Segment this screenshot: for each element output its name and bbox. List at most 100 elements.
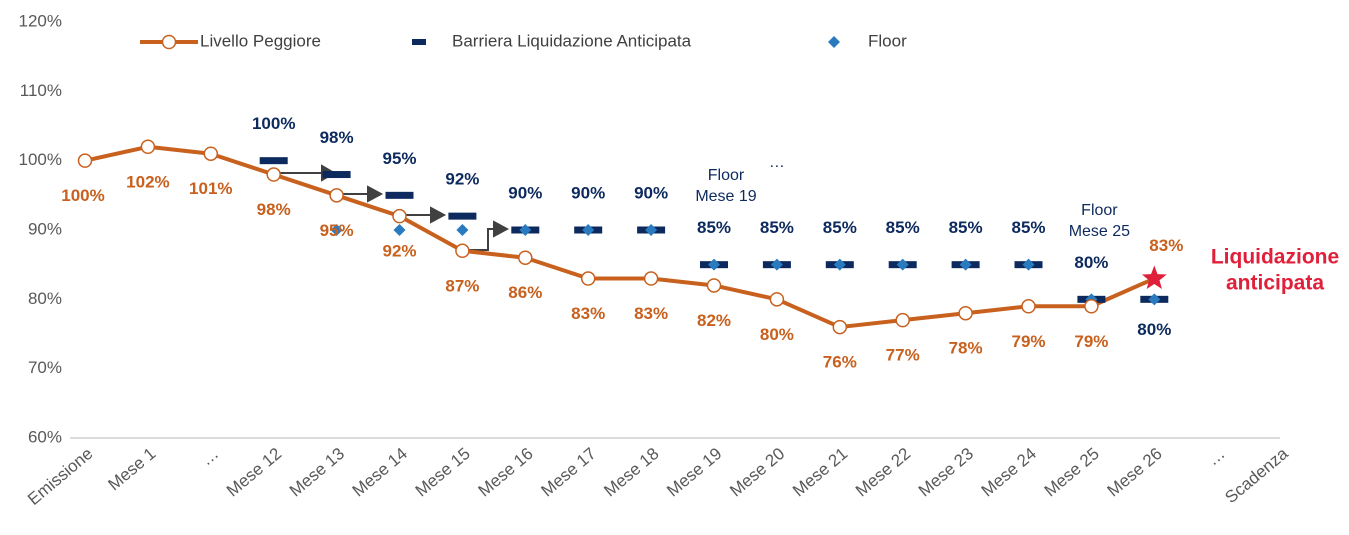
data-label: 83% [1149,236,1183,255]
x-tick-label: Mese 18 [600,444,662,500]
x-tick-label: Mese 20 [726,444,788,500]
x-tick-label: Mese 26 [1104,444,1166,500]
data-label: 95% [320,221,354,240]
point [706,278,722,293]
legend-marker [412,39,426,45]
point [832,319,848,335]
point [392,208,407,224]
point [1021,299,1036,314]
point [895,312,910,328]
floor-diamond [708,258,720,271]
annotation: Floor [708,167,745,184]
point [769,292,785,307]
x-tick-label: Mese 25 [1041,444,1103,500]
barrier-dash [259,157,288,165]
data-label: 79% [1074,332,1108,351]
point [77,153,93,168]
floor-diamond [519,224,532,236]
annotation: Mese 19 [695,188,756,205]
point [1084,299,1099,314]
legend-label: Floor [868,31,907,50]
floor-diamond [833,258,846,271]
x-tick-label: … [197,444,222,469]
data-label: 85% [886,218,920,237]
x-tick-label: Mese 12 [223,444,285,500]
data-label: 100% [61,186,104,205]
data-label: 83% [634,304,668,323]
legend-marker [161,34,177,50]
x-tick-label: Emissione [24,444,96,509]
y-tick-label: 110% [20,81,62,100]
floor-diamond [393,224,406,236]
data-label: 85% [697,218,731,237]
data-label: 85% [823,218,857,237]
data-label: 90% [571,183,605,202]
data-label: 76% [823,353,857,372]
data-label: 95% [382,149,416,168]
point [203,146,219,161]
data-label: 87% [445,276,479,295]
point [958,305,973,321]
data-label: 101% [189,179,232,198]
x-tick-label: Mese 19 [663,444,725,500]
data-label: 80% [1074,253,1108,272]
data-label: 86% [508,283,542,302]
y-tick-label: 60% [28,427,62,446]
x-tick-label: Mese 14 [349,444,411,500]
y-tick-label: 90% [28,219,62,238]
x-tick-label: Mese 22 [852,444,914,500]
data-label: 78% [949,339,983,358]
x-tick-label: Mese 24 [978,444,1040,500]
floor-diamond [770,258,783,271]
arrow-head [430,206,447,224]
point [580,271,596,286]
annotation: … [769,154,785,171]
point [455,243,470,259]
data-label: 85% [949,218,983,237]
data-label: 80% [760,325,794,344]
x-tick-label: Mese 21 [789,444,851,500]
barrier-dash [322,171,351,179]
annotation: Liquidazione [1211,246,1339,269]
annotation: Floor [1081,202,1118,219]
x-tick-label: Mese 17 [537,444,599,500]
floor-diamond [456,224,469,236]
legend-label: Livello Peggiore [200,31,321,50]
y-tick-label: 120% [19,11,62,30]
data-label: 102% [126,172,169,191]
data-label: 98% [257,200,291,219]
y-tick-label: 80% [28,289,62,308]
point [643,271,659,286]
legend-label: Barriera Liquidazione Anticipata [452,31,692,50]
data-label: 85% [760,218,794,237]
point [518,250,533,265]
data-label: 98% [320,128,354,147]
data-label: 82% [697,311,731,330]
x-tick-label: Scadenza [1221,444,1292,508]
point [266,167,281,182]
y-tick-label: 70% [28,358,62,377]
barrier-dash [385,191,414,199]
data-label: 79% [1011,332,1045,351]
data-label: 90% [634,183,668,202]
arrow-head [493,220,510,238]
x-tick-label: Mese 15 [412,444,474,500]
floor-diamond [1148,293,1161,306]
point [329,188,344,203]
annotation: Mese 25 [1069,223,1130,240]
x-tick-label: Mese 23 [915,444,977,500]
floor-diamond [582,224,595,236]
x-tick-label: Mese 16 [475,444,537,500]
data-label: 80% [1137,320,1171,339]
arrow [463,228,496,251]
data-label: 83% [571,304,605,323]
legend-marker [828,36,840,48]
data-label: 90% [508,183,542,202]
data-label: 92% [445,170,479,189]
floor-diamond [1022,258,1035,271]
floor-diamond [645,224,658,236]
floor-diamond [959,258,972,271]
floor-diamond [896,258,909,271]
point [140,139,156,155]
x-tick-label: Mese 13 [286,444,348,500]
